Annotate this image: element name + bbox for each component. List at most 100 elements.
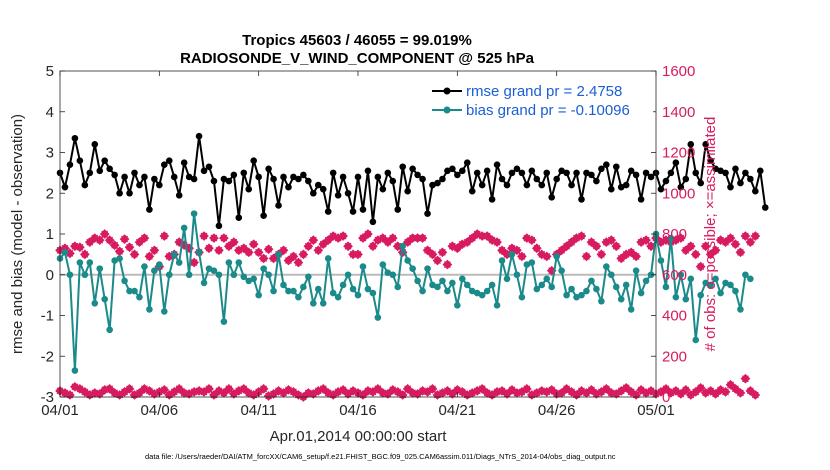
bias-point [290, 287, 297, 295]
bias-point [170, 251, 178, 258]
rmse-point [235, 214, 243, 221]
bias-point [429, 281, 436, 289]
obs-possible-point [730, 239, 741, 250]
obs-possible-point [238, 243, 249, 254]
bias-point [603, 263, 610, 270]
obs-possible-point [219, 233, 229, 243]
rmse-point [523, 181, 531, 189]
obs-possible-point [189, 257, 199, 268]
obs-possible-point [99, 229, 110, 239]
bias-point [473, 289, 481, 297]
obs-assimilated-point [219, 388, 229, 398]
rmse-point [200, 167, 208, 175]
obs-possible-point [109, 240, 120, 251]
legend: rmse grand pr = 2.4758 bias grand pr = -… [427, 79, 653, 121]
bias-point [190, 210, 198, 217]
rmse-point [329, 169, 337, 177]
rmse-point [503, 181, 511, 189]
obs-assimilated-point [695, 382, 706, 393]
obs-assimilated-point [134, 388, 145, 398]
bias-point [672, 293, 680, 301]
rmse-point [647, 173, 655, 181]
bias-point [146, 306, 153, 313]
obs-possible-point [387, 233, 398, 243]
left-tick-label: 3 [46, 145, 54, 162]
bias-point [483, 287, 491, 295]
rmse-point [314, 181, 322, 189]
rmse-point [369, 218, 377, 226]
obs-possible-point [298, 249, 309, 260]
obs-possible-point [338, 231, 348, 241]
obs-possible-point [243, 247, 254, 258]
rmse-point [473, 169, 481, 177]
obs-possible-point [675, 233, 686, 243]
x-tick-label: 04/26 [538, 402, 576, 419]
bias-point [409, 265, 416, 272]
obs-assimilated-point [690, 387, 701, 397]
rmse-point [319, 185, 327, 193]
obs-assimilated-point [447, 389, 458, 399]
x-tick-label: 04/06 [141, 402, 179, 419]
bias-point [91, 299, 99, 307]
obs-assimilated-point [397, 390, 408, 400]
bias-point [687, 275, 695, 283]
bias-point [488, 281, 496, 289]
rmse-point [195, 132, 203, 140]
rmse-point [61, 183, 69, 191]
left-tick-label: -2 [41, 348, 54, 365]
rmse-point [300, 171, 307, 179]
rmse-point [146, 206, 153, 213]
rmse-point [339, 173, 347, 181]
bias-point [220, 318, 228, 325]
bias-point [71, 367, 79, 374]
rmse-point [533, 175, 541, 183]
obs-possible-point [134, 237, 145, 247]
obs-possible-point [75, 242, 85, 253]
obs-possible-point [427, 249, 438, 260]
x-tick-label: 04/11 [240, 402, 276, 419]
bias-point [314, 285, 322, 293]
rmse-point [612, 163, 620, 171]
bias-point [612, 283, 620, 291]
rmse-point [121, 173, 128, 181]
rmse-point [622, 181, 630, 189]
rmse-point [399, 163, 407, 171]
rmse-point [290, 173, 297, 181]
obs-assimilated-point [382, 389, 393, 399]
bias-point [245, 277, 253, 285]
bias-point [354, 291, 362, 299]
right-tick-label: 1000 [662, 185, 695, 202]
plot-background [60, 71, 656, 397]
bias-point [637, 289, 645, 297]
x-tick-label: 04/16 [339, 402, 377, 419]
rmse-point [230, 171, 238, 179]
obs-assimilated-point [685, 390, 696, 400]
bias-point [136, 293, 143, 301]
rmse-point [185, 173, 193, 181]
obs-assimilated-point [253, 387, 264, 397]
bias-point [215, 271, 223, 279]
bias-point [185, 271, 193, 279]
bias-point [364, 285, 372, 293]
obs-possible-point [442, 259, 453, 270]
obs-possible-point [392, 241, 403, 252]
obs-possible-point [437, 247, 448, 258]
rmse-point [131, 169, 138, 177]
bias-point [508, 251, 516, 258]
rmse-point [240, 169, 248, 177]
y-axis-label-left: rmse and bias (model - observation) [9, 114, 26, 354]
bias-point [732, 287, 739, 295]
obs-possible-point [417, 233, 428, 243]
obs-possible-point [616, 253, 627, 264]
left-tick-label: 4 [46, 104, 54, 121]
bias-point [205, 265, 213, 272]
obs-possible-point [482, 231, 492, 241]
rmse-point [617, 183, 625, 191]
obs-possible-point [735, 247, 746, 258]
obs-possible-point [293, 257, 304, 268]
bias-point [692, 336, 700, 344]
rmse-point [737, 179, 744, 187]
right-tick-label: 1400 [662, 104, 695, 121]
obs-assimilated-point [477, 384, 488, 394]
bias-point [111, 257, 118, 264]
